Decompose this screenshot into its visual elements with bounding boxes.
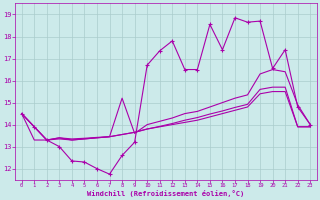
- X-axis label: Windchill (Refroidissement éolien,°C): Windchill (Refroidissement éolien,°C): [87, 190, 244, 197]
